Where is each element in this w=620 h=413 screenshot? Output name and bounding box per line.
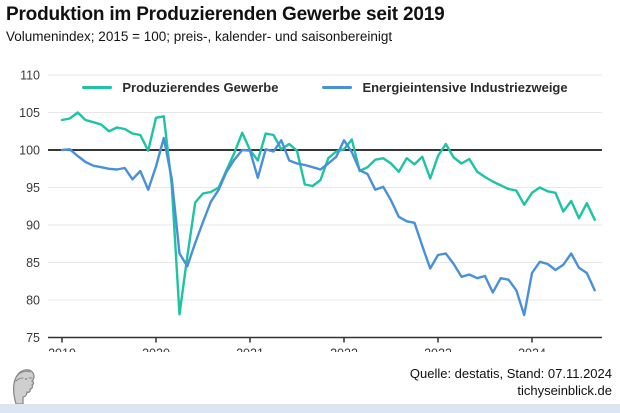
website-note: tichyseinblick.de	[517, 383, 612, 398]
chart-svg: 75 80 85 90 95 100 105 110 2019 2020 2021 2022 2023 2…	[19, 69, 602, 353]
legend-item-produzierendes-gewerbe: Produzierendes Gewerbe	[82, 80, 278, 95]
svg-text:2022: 2022	[330, 347, 358, 353]
legend-label: Produzierendes Gewerbe	[122, 80, 279, 95]
svg-text:110: 110	[20, 69, 40, 83]
page-title: Produktion im Produzierenden Gewerbe sei…	[6, 4, 445, 25]
green-line-swatch	[82, 86, 113, 89]
svg-text:90: 90	[26, 219, 40, 233]
svg-text:2021: 2021	[236, 347, 264, 353]
page-subtitle: Volumenindex; 2015 = 100; preis-, kalend…	[6, 29, 393, 44]
svg-text:2020: 2020	[142, 347, 170, 353]
classical-head-logo	[12, 369, 35, 405]
svg-text:2019: 2019	[48, 347, 76, 353]
svg-text:105: 105	[19, 106, 40, 120]
svg-text:2024: 2024	[518, 347, 546, 353]
svg-text:75: 75	[26, 331, 40, 345]
chart-area: 75 80 85 90 95 100 105 110 2019 2020 2021 2022 2023 2…	[0, 52, 620, 352]
bottom-accent-bar	[0, 404, 620, 413]
svg-text:100: 100	[19, 144, 40, 158]
svg-text:2023: 2023	[424, 347, 452, 353]
source-note: Quelle: destatis, Stand: 07.11.2024	[409, 366, 612, 381]
svg-text:95: 95	[26, 181, 40, 195]
legend-item-energieintensive-industriezweige: Energieintensive Industriezweige	[322, 80, 568, 95]
blue-line-swatch	[322, 86, 353, 89]
chart-legend: Produzierendes Gewerbe Energieintensive …	[48, 80, 602, 95]
svg-text:85: 85	[26, 256, 40, 270]
legend-label: Energieintensive Industriezweige	[362, 80, 568, 95]
svg-text:80: 80	[26, 294, 40, 308]
